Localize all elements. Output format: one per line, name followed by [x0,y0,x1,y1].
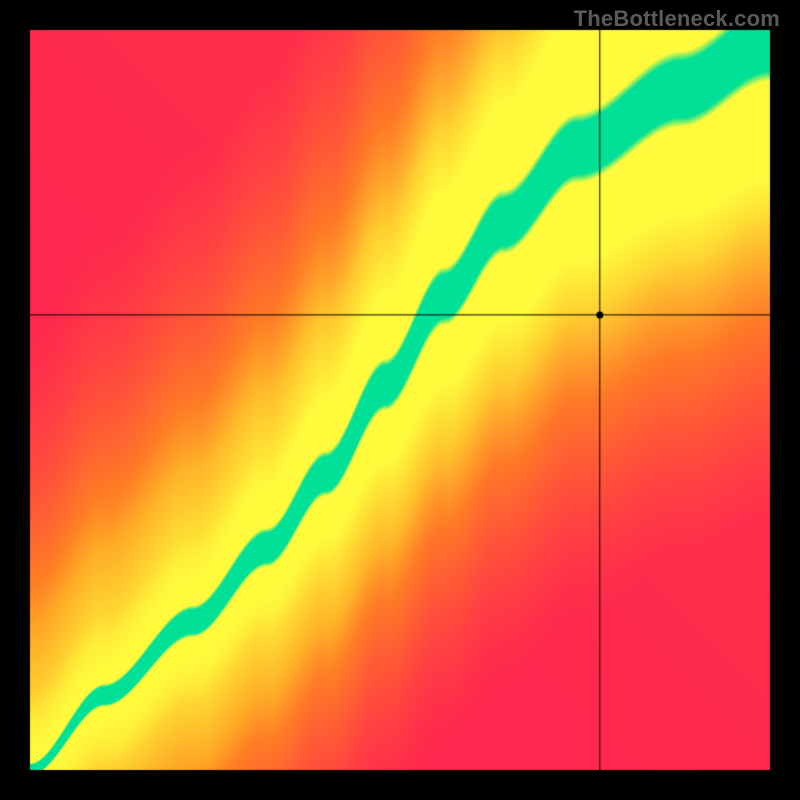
chart-container: TheBottleneck.com [0,0,800,800]
heatmap-chart [0,0,800,800]
watermark-text: TheBottleneck.com [574,6,780,32]
